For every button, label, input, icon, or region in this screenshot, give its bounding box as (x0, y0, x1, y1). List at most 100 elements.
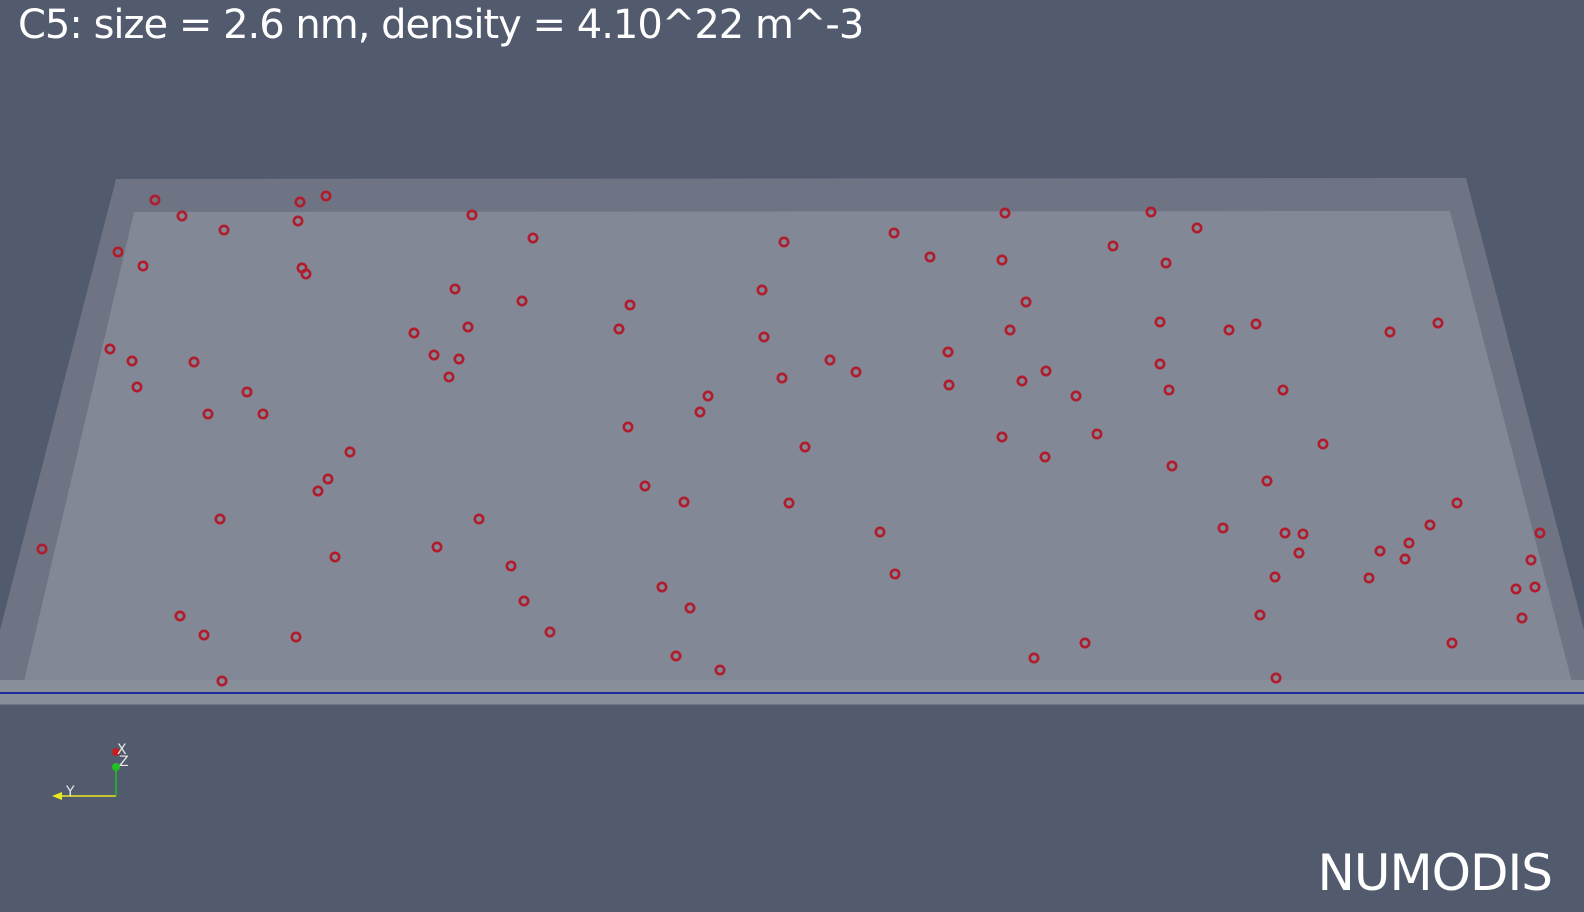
cluster-marker (453, 353, 465, 365)
cluster-marker (1163, 384, 1175, 396)
cluster-marker (1432, 317, 1444, 329)
cluster-marker (449, 283, 461, 295)
cluster-marker (36, 543, 48, 555)
cluster-marker (149, 194, 161, 206)
cluster-marker (889, 568, 901, 580)
cluster-marker (684, 602, 696, 614)
cluster-marker (1451, 497, 1463, 509)
cluster-marker (1510, 583, 1522, 595)
cluster-marker (188, 356, 200, 368)
axis-label-x: X (117, 742, 127, 758)
cluster-marker (1107, 240, 1119, 252)
cluster-marker (1525, 554, 1537, 566)
cluster-marker (1446, 637, 1458, 649)
cluster-marker (1039, 451, 1051, 463)
cluster-marker (202, 408, 214, 420)
cluster-marker (1516, 612, 1528, 624)
cluster-marker (516, 295, 528, 307)
cluster-marker (1297, 528, 1309, 540)
cluster-marker (1399, 553, 1411, 565)
cluster-marker (1250, 318, 1262, 330)
cluster-marker (1145, 206, 1157, 218)
cluster-marker (999, 207, 1011, 219)
cluster-marker (505, 560, 517, 572)
brand-logo-text: NUMODIS (1317, 844, 1553, 902)
cluster-marker (1166, 460, 1178, 472)
cluster-marker (714, 664, 726, 676)
cluster-marker (1217, 522, 1229, 534)
y-axis-arrow-icon (52, 792, 62, 800)
cluster-marker (943, 379, 955, 391)
cluster-marker (799, 441, 811, 453)
cluster-marker (473, 513, 485, 525)
cluster-marker (639, 480, 651, 492)
cluster-marker (1160, 257, 1172, 269)
cluster-marker (1534, 527, 1546, 539)
cluster-field (36, 190, 1546, 687)
cluster-marker (518, 595, 530, 607)
cluster-marker (241, 386, 253, 398)
cluster-marker (462, 321, 474, 333)
cluster-marker (1070, 390, 1082, 402)
cluster-marker (1091, 428, 1103, 440)
cluster-marker (443, 371, 455, 383)
cluster-marker (613, 323, 625, 335)
cluster-marker (942, 346, 954, 358)
cluster-marker (408, 327, 420, 339)
cluster-marker (131, 381, 143, 393)
cluster-marker (218, 224, 230, 236)
cluster-marker (624, 299, 636, 311)
cluster-marker (176, 210, 188, 222)
cluster-marker (783, 497, 795, 509)
cluster-marker (1191, 222, 1203, 234)
cluster-marker (996, 431, 1008, 443)
cluster-marker (174, 610, 186, 622)
cluster-marker (1004, 324, 1016, 336)
cluster-marker (702, 390, 714, 402)
axis-label-y: Y (65, 784, 75, 800)
cluster-marker (329, 551, 341, 563)
cluster-marker (1363, 572, 1375, 584)
page-title: C5: size = 2.6 nm, density = 4.10^22 m^-… (18, 2, 864, 48)
cluster-marker (198, 629, 210, 641)
cluster-marker (527, 232, 539, 244)
cluster-marker (1261, 475, 1273, 487)
cluster-marker (1384, 326, 1396, 338)
cluster-marker (1270, 672, 1282, 684)
cluster-marker (300, 268, 312, 280)
cluster-marker (1374, 545, 1386, 557)
cluster-marker (322, 473, 334, 485)
cluster-marker (1254, 609, 1266, 621)
cluster-marker (1016, 375, 1028, 387)
cluster-marker (312, 485, 324, 497)
x-axis-tip-icon (112, 748, 120, 756)
cluster-marker (1020, 296, 1032, 308)
cluster-marker (622, 421, 634, 433)
cluster-marker (1403, 537, 1415, 549)
cluster-marker (670, 650, 682, 662)
cluster-marker (1154, 358, 1166, 370)
cluster-marker (320, 190, 332, 202)
cluster-marker (1040, 365, 1052, 377)
cluster-marker (924, 251, 936, 263)
cluster-marker (466, 209, 478, 221)
cluster-marker (1223, 324, 1235, 336)
cluster-marker (824, 354, 836, 366)
cluster-marker (1293, 547, 1305, 559)
orientation-axes: Y X Z (52, 742, 129, 800)
cluster-marker (544, 626, 556, 638)
cluster-marker (428, 349, 440, 361)
cluster-marker (996, 254, 1008, 266)
cluster-marker (850, 366, 862, 378)
cluster-marker (776, 372, 788, 384)
cluster-marker (694, 406, 706, 418)
cluster-marker (874, 526, 886, 538)
cluster-marker (216, 675, 228, 687)
cluster-marker (1079, 637, 1091, 649)
cluster-marker (1269, 571, 1281, 583)
cluster-marker (756, 284, 768, 296)
cluster-marker (1424, 519, 1436, 531)
axis-label-z: Z (119, 754, 129, 770)
cluster-marker (292, 215, 304, 227)
